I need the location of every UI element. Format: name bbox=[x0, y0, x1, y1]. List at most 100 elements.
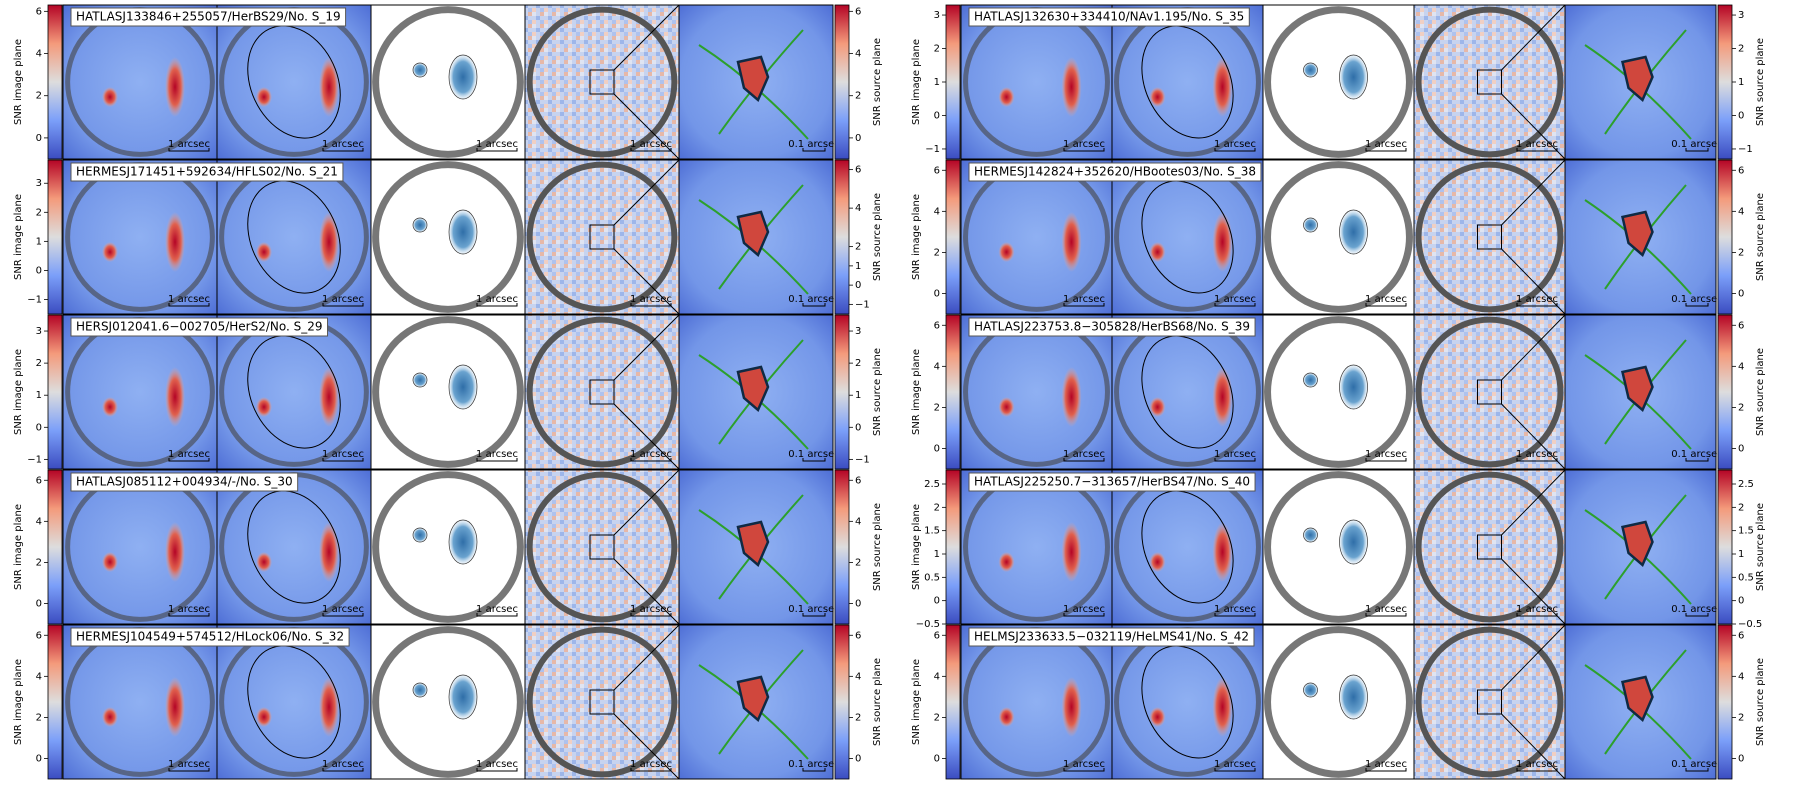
label-box bbox=[70, 162, 344, 182]
colorbar-tick-label: 4 bbox=[934, 671, 940, 682]
subpanel-frame bbox=[62, 4, 218, 160]
scale-label: 1 arcsec bbox=[322, 759, 364, 770]
arc-feature bbox=[998, 397, 1015, 417]
scale-label: 1 arcsec bbox=[168, 759, 210, 770]
scale-label: 1 arcsec bbox=[630, 604, 672, 615]
scale-label: 1 arcsec bbox=[1365, 139, 1407, 150]
subpanel-frame bbox=[62, 159, 218, 315]
scale-bar bbox=[1516, 613, 1558, 617]
label-box bbox=[968, 627, 1255, 647]
scale-bar bbox=[1214, 303, 1256, 307]
colorbar-label: SNR source plane bbox=[1755, 348, 1766, 436]
scale-label: 1 arcsec bbox=[168, 604, 210, 615]
colorbar-label: SNR source plane bbox=[1755, 38, 1766, 126]
arc-feature bbox=[256, 87, 272, 107]
scale-label: 1 arcsec bbox=[1365, 604, 1407, 615]
model-blob bbox=[1303, 527, 1318, 543]
scale-label: 0.1 arcsec bbox=[788, 759, 839, 770]
zoom-line bbox=[613, 4, 680, 71]
arc-feature bbox=[1212, 367, 1233, 427]
colorbar-tick-label: 0 bbox=[36, 753, 42, 764]
zoom-box bbox=[1477, 379, 1502, 405]
colorbar-label: SNR source plane bbox=[872, 193, 883, 281]
model-blob bbox=[448, 674, 478, 720]
arc-feature bbox=[256, 707, 272, 727]
colorbar bbox=[47, 4, 63, 160]
subpanel-frame bbox=[1262, 159, 1415, 315]
colorbar-tick-label: 4 bbox=[36, 671, 42, 682]
scale-label: 1 arcsec bbox=[1063, 759, 1105, 770]
arc-feature bbox=[319, 367, 339, 427]
subpanel-frame bbox=[62, 314, 218, 470]
colorbar-label: SNR image plane bbox=[911, 39, 922, 125]
colorbar-tick-label: 4 bbox=[855, 203, 861, 214]
colorbar-tick-label: 6 bbox=[855, 165, 861, 176]
zoom-box bbox=[589, 379, 615, 405]
panel: 1 arcsec 1 arcsec 1 arcsec 1 arcsec 0.1 arcs… bbox=[911, 469, 1766, 630]
colorbar-tick-label: 4 bbox=[36, 49, 42, 60]
colorbar-tick-label: 2 bbox=[934, 402, 940, 413]
scale-bar bbox=[1365, 458, 1407, 462]
model-blob bbox=[412, 682, 428, 698]
zoom-line bbox=[613, 93, 680, 160]
scale-label: 1 arcsec bbox=[476, 759, 518, 770]
colorbar-tick-label: 3 bbox=[1738, 10, 1744, 21]
colorbar bbox=[945, 159, 961, 315]
zoom-line bbox=[1501, 713, 1566, 780]
colorbar-tick-label: 1 bbox=[855, 261, 861, 272]
scale-bar bbox=[802, 303, 826, 307]
colorbar-tick-label: 2 bbox=[1738, 712, 1744, 723]
panel: 1 arcsec 1 arcsec 1 arcsec 1 arcsec 0.1 arcs… bbox=[911, 4, 1766, 160]
panel-label: HATLASJ133846+255057/HerBS29/No. S_19 bbox=[76, 10, 341, 24]
colorbar-tick-label: 0 bbox=[1738, 443, 1744, 454]
scale-bar bbox=[476, 303, 518, 307]
mask-edge bbox=[526, 626, 678, 778]
scale-bar bbox=[1214, 768, 1256, 772]
scale-label: 1 arcsec bbox=[322, 449, 364, 460]
zoom-line bbox=[1501, 624, 1566, 691]
scale-label: 1 arcsec bbox=[1214, 139, 1256, 150]
scale-label: 0.1 arcsec bbox=[788, 604, 839, 615]
colorbar-tick-label: 0 bbox=[855, 133, 861, 144]
colorbar bbox=[945, 314, 961, 470]
scale-bar bbox=[168, 458, 210, 462]
colorbar-tick-label: 2 bbox=[36, 358, 42, 369]
critical-curve bbox=[1141, 645, 1234, 759]
zoom-box bbox=[1477, 224, 1502, 250]
scale-label: 1 arcsec bbox=[1516, 759, 1558, 770]
colorbar-tick-label: 2 bbox=[36, 91, 42, 102]
arc-feature bbox=[1212, 522, 1233, 582]
scale-label: 0.1 arcsec bbox=[1671, 449, 1722, 460]
colorbar bbox=[1717, 314, 1733, 470]
arc-feature bbox=[319, 522, 339, 582]
mask-edge bbox=[1264, 316, 1413, 468]
colorbar bbox=[834, 314, 850, 470]
colorbar-label: SNR image plane bbox=[13, 39, 24, 125]
colorbar-tick-label: 2 bbox=[855, 91, 861, 102]
colorbar-label: SNR image plane bbox=[911, 659, 922, 745]
colorbar-tick-label: 2.5 bbox=[924, 479, 940, 490]
colorbar-label: SNR image plane bbox=[911, 194, 922, 280]
colorbar-label: SNR image plane bbox=[13, 194, 24, 280]
scale-label: 1 arcsec bbox=[476, 449, 518, 460]
scale-bar bbox=[802, 148, 826, 152]
colorbar-label: SNR source plane bbox=[872, 658, 883, 746]
scale-bar bbox=[630, 613, 672, 617]
colorbar-label: SNR image plane bbox=[911, 504, 922, 590]
zoom-line bbox=[1501, 4, 1566, 71]
subpanel-frame bbox=[960, 159, 1113, 315]
mask-edge bbox=[1264, 6, 1413, 158]
scale-label: 1 arcsec bbox=[1063, 294, 1105, 305]
arc-feature bbox=[1149, 552, 1166, 572]
colorbar-tick-label: 6 bbox=[36, 630, 42, 641]
colorbar-tick-label: 0 bbox=[934, 443, 940, 454]
colorbar-tick-label: 1 bbox=[1738, 549, 1744, 560]
colorbar bbox=[1717, 469, 1733, 625]
model-blob bbox=[412, 217, 428, 233]
mask-edge bbox=[372, 6, 524, 158]
scale-bar bbox=[1063, 148, 1105, 152]
label-box bbox=[968, 162, 1262, 182]
panel-label: HATLASJ223753.8−305828/HerBS68/No. S_39 bbox=[974, 320, 1250, 334]
scale-label: 1 arcsec bbox=[1214, 604, 1256, 615]
scale-bar bbox=[168, 148, 210, 152]
